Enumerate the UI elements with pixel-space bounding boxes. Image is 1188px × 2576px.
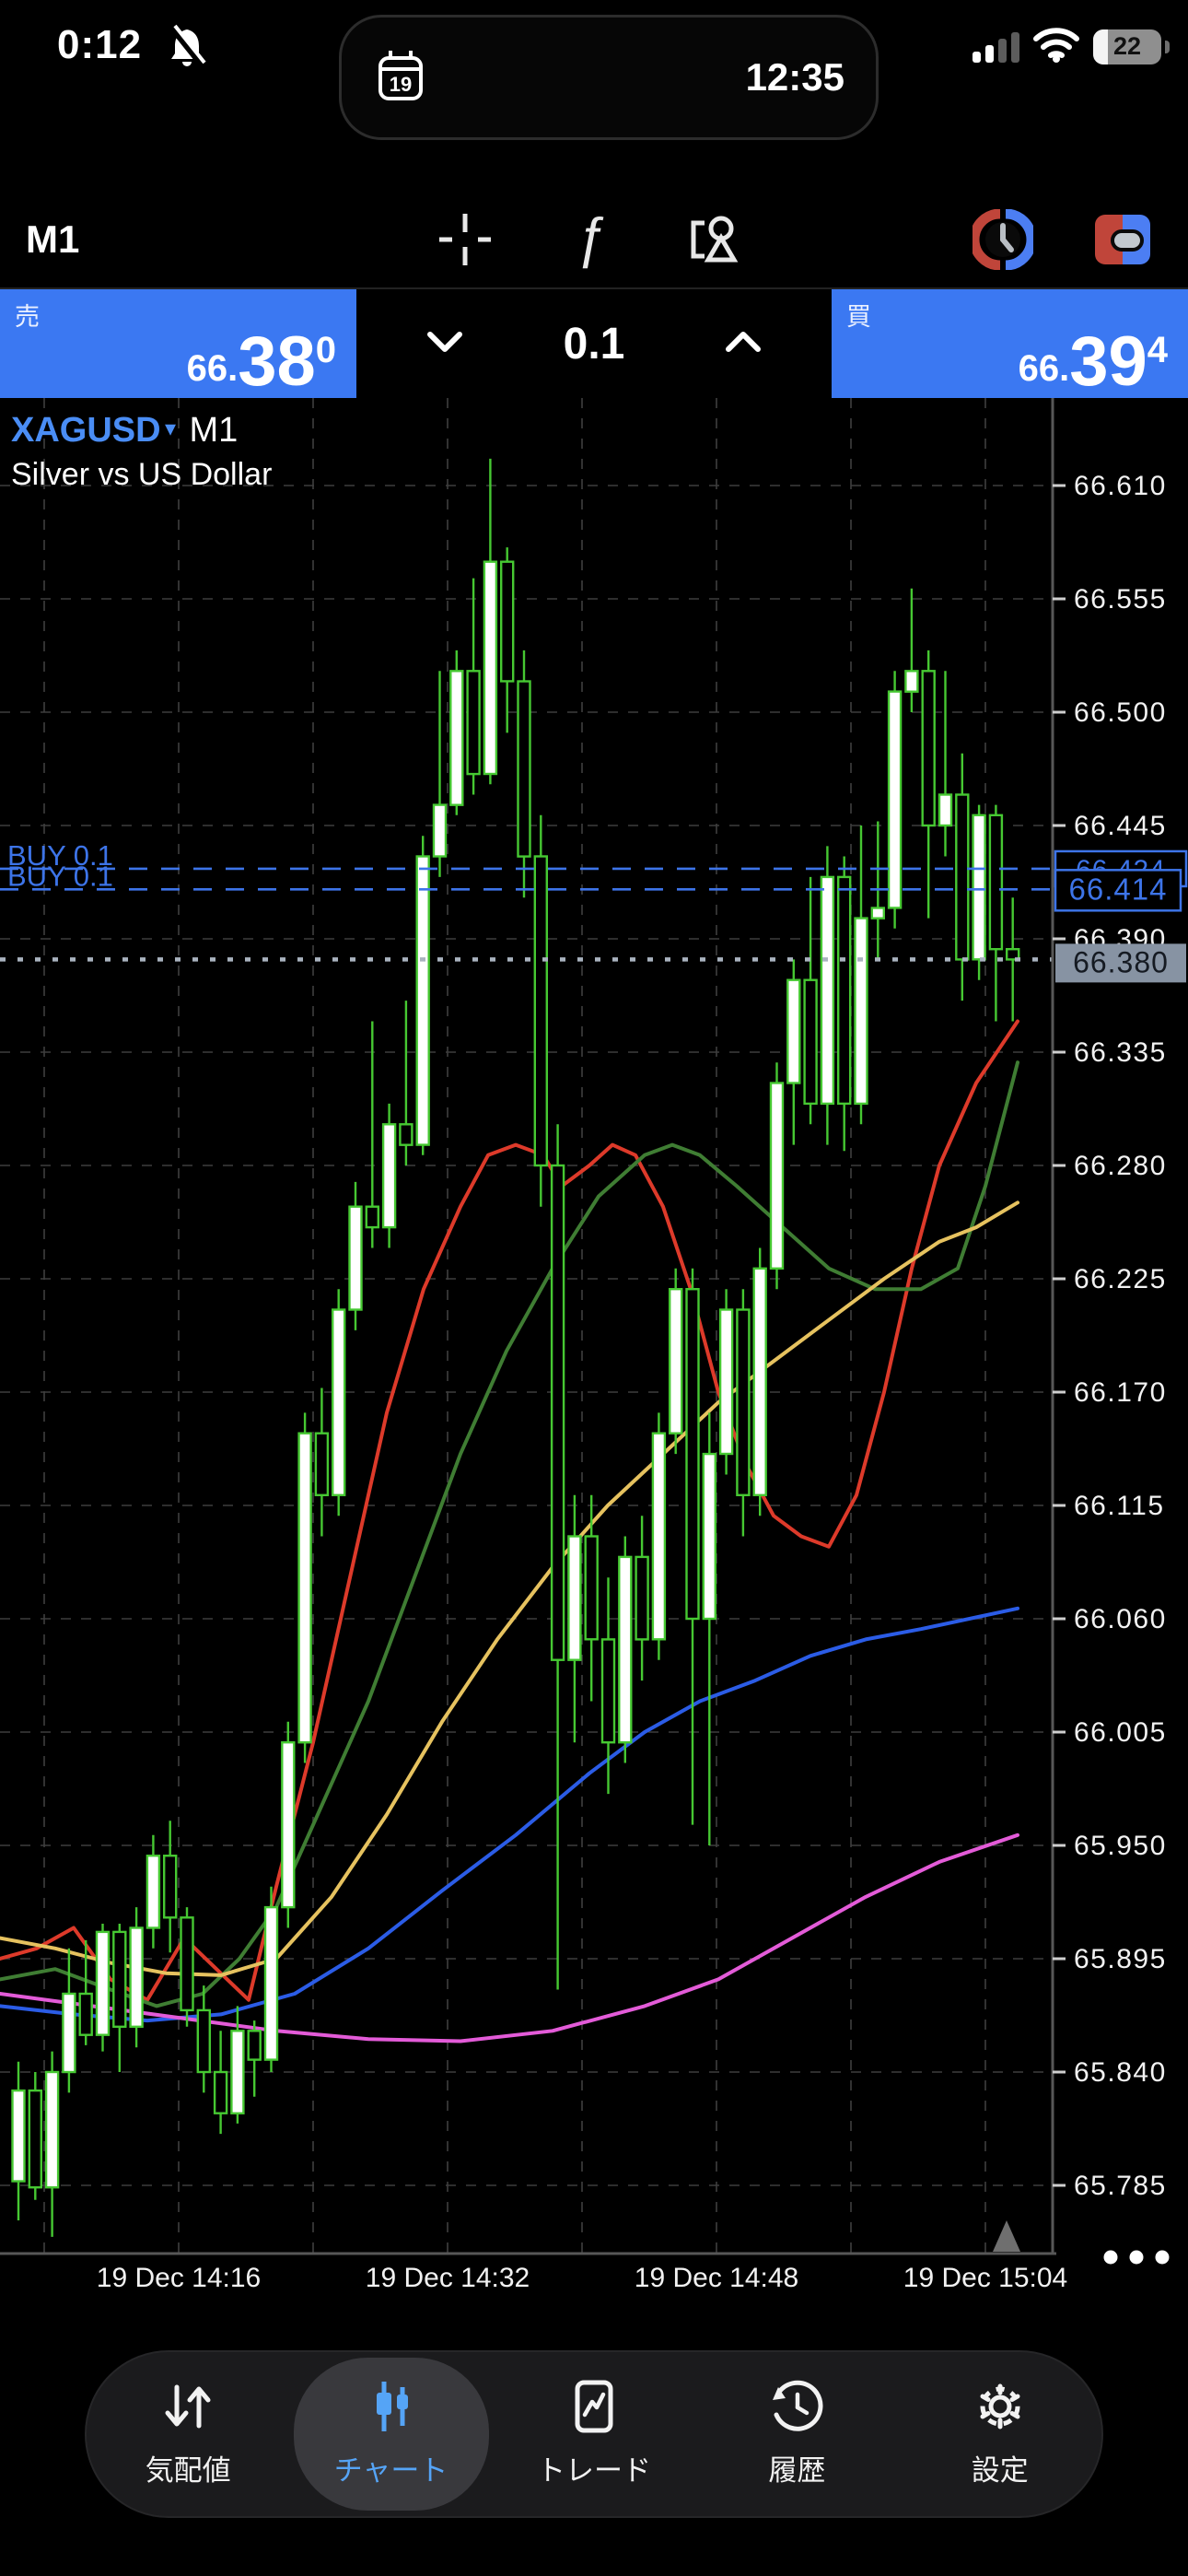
nav-item-quotes[interactable]: 気配値	[90, 2358, 285, 2511]
indicators-function-icon[interactable]: ƒ	[558, 207, 623, 272]
price-chart[interactable]: BUY 0.1 BUY 0.1 66.610 66.555 66.500 66.445 66…	[0, 398, 1188, 2342]
status-indicators: 22	[973, 26, 1170, 67]
sell-button[interactable]: 売 66. 38 0	[0, 289, 356, 400]
lot-increase-button[interactable]	[719, 325, 767, 363]
svg-text:66.335: 66.335	[1074, 1037, 1167, 1068]
sell-price: 66. 38 0	[186, 322, 336, 401]
market-sessions-clock-icon[interactable]	[971, 207, 1035, 272]
status-bar: 0:12 19 12:35	[0, 0, 1188, 147]
svg-text:19: 19	[390, 73, 412, 96]
svg-text:66.225: 66.225	[1074, 1264, 1167, 1294]
notifications-muted-icon	[166, 24, 208, 73]
crosshair-icon[interactable]	[433, 207, 497, 272]
objects-icon[interactable]	[683, 207, 748, 272]
svg-text:19 Dec 14:48: 19 Dec 14:48	[635, 2263, 798, 2293]
position-label: BUY 0.1	[7, 860, 113, 892]
bottom-navigation: 気配値 チャート トレード	[85, 2350, 1103, 2518]
sell-label: 売	[15, 303, 40, 331]
svg-text:66.280: 66.280	[1074, 1151, 1167, 1181]
svg-text:66.445: 66.445	[1074, 811, 1167, 841]
buy-button[interactable]: 買 66. 39 4	[832, 289, 1188, 400]
svg-text:66.060: 66.060	[1074, 1604, 1167, 1634]
more-options-dots	[1103, 2250, 1170, 2265]
calendar-icon: 19	[373, 47, 428, 109]
position-label: BUY 0.1	[7, 839, 113, 872]
bid-price-tag: 66.380	[1055, 943, 1186, 983]
svg-text:19 Dec 14:16: 19 Dec 14:16	[97, 2263, 261, 2293]
lot-size-value[interactable]: 0.1	[563, 319, 625, 369]
svg-text:66.115: 66.115	[1074, 1491, 1165, 1521]
nav-item-trade[interactable]: トレード	[496, 2358, 692, 2511]
svg-text:66.380: 66.380	[1073, 945, 1169, 978]
svg-text:66.170: 66.170	[1074, 1377, 1167, 1408]
dynamic-island[interactable]: 19 12:35	[339, 15, 879, 140]
svg-text:66.500: 66.500	[1074, 697, 1167, 728]
lot-size-stepper: 0.1	[356, 289, 832, 398]
svg-text:19 Dec 15:04: 19 Dec 15:04	[903, 2263, 1067, 2293]
battery-percent-text: 22	[1112, 32, 1142, 60]
svg-text:ƒ: ƒ	[575, 210, 605, 268]
nav-item-chart[interactable]: チャート	[293, 2358, 489, 2511]
svg-text:66.414: 66.414	[1069, 872, 1168, 906]
svg-text:66.555: 66.555	[1074, 584, 1167, 615]
trade-panel: 売 66. 38 0 0.1 買 66. 39 4	[0, 287, 1188, 400]
buy-price: 66. 39 4	[1018, 322, 1168, 401]
news-icon[interactable]	[1090, 207, 1155, 272]
buy-label: 買	[846, 303, 871, 331]
history-clock-icon	[767, 2380, 826, 2438]
battery-icon: 22	[1093, 29, 1161, 64]
trade-chart-icon	[565, 2380, 623, 2438]
position-price-tag: 66.414	[1054, 869, 1182, 912]
timeframe-button[interactable]: M1	[26, 217, 80, 261]
wifi-icon	[1032, 26, 1080, 67]
island-time-text: 12:35	[745, 55, 844, 99]
battery-tip	[1165, 40, 1170, 53]
chart-candles-icon	[362, 2380, 421, 2438]
svg-text:66.005: 66.005	[1074, 1717, 1167, 1748]
nav-item-history[interactable]: 履歴	[699, 2358, 894, 2511]
svg-text:19 Dec 14:32: 19 Dec 14:32	[366, 2263, 530, 2293]
settings-gear-icon	[971, 2380, 1030, 2438]
nav-item-settings[interactable]: 設定	[903, 2358, 1098, 2511]
cellular-signal-icon	[973, 31, 1019, 63]
svg-text:65.950: 65.950	[1074, 1831, 1167, 1861]
chart-toolbar: M1 ƒ	[0, 195, 1188, 284]
lot-decrease-button[interactable]	[421, 325, 469, 363]
svg-text:66.610: 66.610	[1074, 471, 1167, 501]
clock-text: 0:12	[57, 22, 143, 67]
svg-text:65.840: 65.840	[1074, 2057, 1167, 2088]
scroll-indicator-triangle	[993, 2220, 1020, 2252]
svg-text:65.785: 65.785	[1074, 2171, 1167, 2201]
svg-text:65.895: 65.895	[1074, 1944, 1167, 1974]
quotes-arrows-icon	[158, 2380, 217, 2438]
